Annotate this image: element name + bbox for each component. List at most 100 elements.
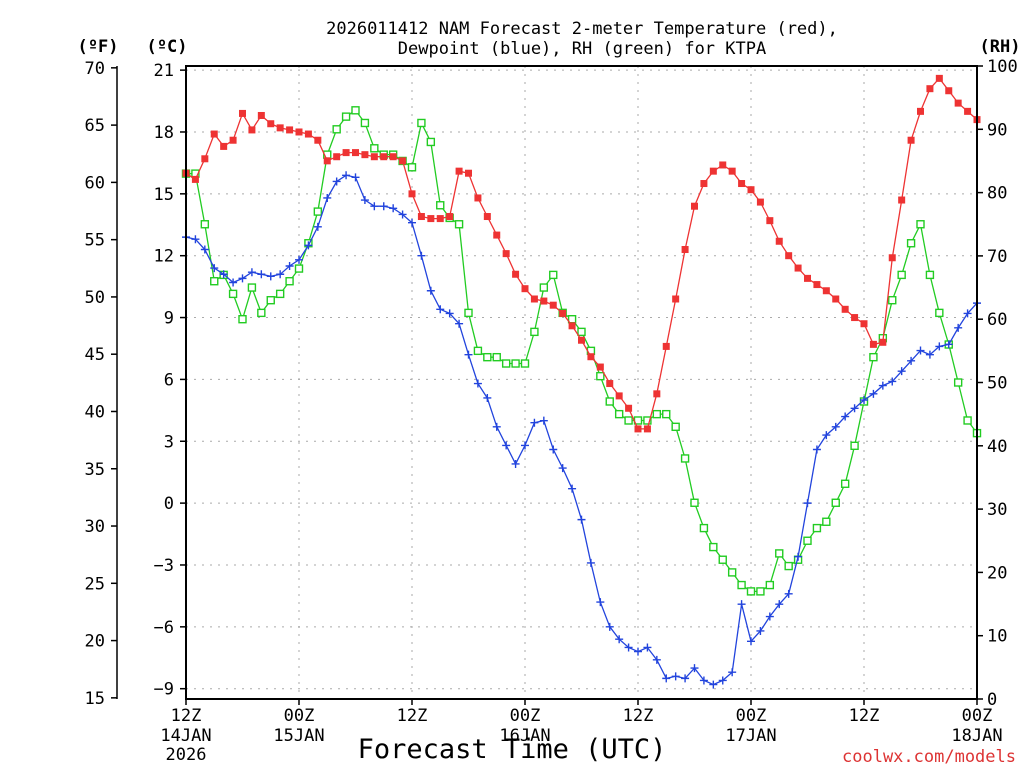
rh-tick-label: 0 [987,690,997,710]
dewpoint-point [624,643,633,652]
rh-point [831,498,840,507]
temperature-series [182,74,981,433]
fahrenheit-unit-label: (ºF) [78,37,119,57]
celsius-axis: 21 18 15 12 9 6 3 0 −3 −6 −9 [154,61,186,700]
temperature-point [738,180,746,188]
series-layer [181,74,982,689]
rh-point [756,587,765,596]
temperature-point [785,252,793,260]
celsius-tick-label: 12 [154,247,174,267]
fahrenheit-tick-label: 60 [85,173,105,193]
rh-point [436,201,445,210]
rh-point [699,523,709,533]
rh-point [454,220,464,229]
dewpoint-point [944,340,953,349]
dewpoint-point [417,251,426,260]
rh-tick-label: 90 [987,120,1007,140]
temperature-point [257,111,265,119]
dewpoint-point [850,404,859,413]
temperature-point [634,425,642,433]
rh-point [285,277,294,286]
dewpoint-point [304,241,313,250]
temperature-point [530,295,538,303]
rh-point [351,106,360,115]
rh-point [501,359,511,368]
temperature-point [483,213,491,221]
temperature-point [935,74,943,82]
temperature-point [841,305,849,313]
temperature-point [540,297,548,305]
rh-point [492,352,501,362]
temperature-point [606,380,614,388]
rh-tick-label: 70 [987,247,1007,267]
rh-point [822,517,831,526]
rh-point [577,327,586,337]
dewpoint-point [577,515,586,524]
rh-point [643,416,652,425]
temperature-point [201,155,209,163]
rh-point [549,270,558,280]
temperature-point [869,340,877,348]
temperature-point [898,196,906,204]
temperature-point [342,149,350,157]
rh-point [511,359,520,368]
temperature-point [304,130,312,138]
dewpoint-point [935,342,944,351]
dewpoint-point [897,367,906,376]
dewpoint-point [483,393,492,402]
rh-point [935,308,944,318]
dewpoint-point [699,676,708,685]
dewpoint-point [671,672,680,681]
fahrenheit-tick-label: 45 [85,345,105,365]
rh-point [662,409,671,419]
temperature-point [917,107,924,115]
rh-point [784,561,793,571]
temperature-point [794,264,802,272]
temperature-point [596,363,604,371]
dewpoint-point [200,245,209,254]
credit-link[interactable]: coolwx.com/models [842,747,1016,767]
rh-point [869,352,878,362]
temperature-point [408,190,416,198]
temperature-point [465,169,472,177]
temperature-point [747,186,755,194]
dewpoint-point [888,377,897,386]
dewpoint-point [803,499,812,508]
dewpoint-point [756,626,765,635]
rh-tick-label: 50 [987,374,1007,394]
temperature-point [766,217,774,225]
dewpoint-point [878,381,887,390]
celsius-tick-label: 0 [164,494,174,514]
rh-point [426,137,436,147]
temperature-point [286,126,294,134]
temperature-point [417,213,425,221]
dewpoint-point [473,379,482,388]
rh-point [652,409,662,419]
temperature-point [361,151,369,159]
rh-point [709,542,718,552]
date-tick-label: 14JAN [160,726,211,746]
dewpoint-point [191,235,200,244]
dewpoint-point [502,441,511,450]
dewpoint-point [210,264,219,273]
rh-point [906,239,916,248]
celsius-tick-label: 18 [154,123,174,143]
temperature-point [756,198,764,206]
dewpoint-point [313,222,322,231]
rh-point [624,416,633,425]
rh-point [332,125,341,134]
dewpoint-point [445,309,454,318]
dewpoint-point [492,422,501,431]
dewpoint-point [784,589,793,598]
rh-tick-label: 40 [987,437,1007,457]
dewpoint-point [596,598,605,607]
temperature-point [926,85,934,93]
time-tick-label: 00Z [284,706,315,726]
dewpoint-point [718,676,727,685]
dewpoint-point [869,389,878,398]
dewpoint-point [963,309,972,318]
temperature-point [568,322,576,330]
dewpoint-point [398,210,407,219]
temperature-point [643,425,651,433]
dewpoint-point [605,622,614,631]
